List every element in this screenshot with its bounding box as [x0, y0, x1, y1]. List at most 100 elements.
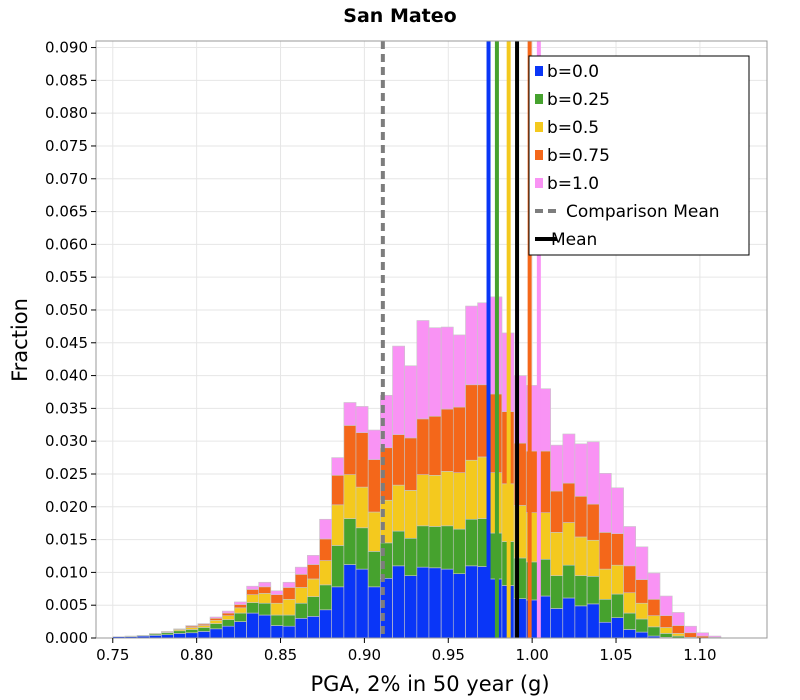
bar-segment [404, 365, 418, 439]
bar-segment [355, 568, 369, 639]
bar-segment [416, 525, 430, 568]
bar-segment [221, 625, 235, 639]
y-tick-label: 0.000 [45, 629, 88, 647]
bar-segment [416, 418, 430, 475]
bar-segment [209, 619, 223, 624]
bar-segment [185, 632, 199, 639]
bar-segment [294, 574, 308, 588]
bar-segment [550, 490, 564, 533]
bar-segment [452, 406, 466, 473]
y-tick-label: 0.075 [45, 137, 88, 155]
bar-segment [258, 586, 272, 594]
bar-segment [282, 587, 296, 600]
bar-segment [598, 568, 612, 600]
bar-segment [270, 594, 284, 604]
bar-segment [209, 616, 223, 619]
y-tick-label: 0.090 [45, 39, 88, 57]
bar-segment [611, 487, 624, 534]
bar-segment [392, 530, 406, 567]
bar-segment [270, 625, 284, 639]
bar-segment [221, 610, 235, 614]
bar-segment [428, 327, 442, 417]
bar-segment [574, 536, 588, 576]
bar-segment [343, 564, 357, 639]
bar-segment [307, 578, 320, 597]
bar-segment [307, 616, 320, 639]
bar-segment [586, 539, 600, 577]
bar-segment [611, 617, 624, 639]
y-tick-label: 0.065 [45, 203, 88, 221]
legend-swatch [535, 178, 543, 188]
bar-segment [671, 612, 685, 626]
y-tick-label: 0.070 [45, 170, 88, 188]
bar-segment [294, 618, 308, 639]
bar-segment [307, 596, 320, 617]
y-tick-label: 0.010 [45, 563, 88, 581]
bar-segment [367, 429, 381, 460]
bar-segment [659, 633, 673, 638]
bar-segment [246, 589, 260, 596]
y-tick-label: 0.035 [45, 399, 88, 417]
bar-segment [416, 474, 430, 527]
y-tick-label: 0.060 [45, 235, 88, 253]
bar-segment [586, 503, 600, 541]
x-tick-label: 1.00 [515, 646, 548, 664]
bar-segment [331, 545, 345, 588]
bar-segment [452, 334, 466, 408]
x-tick-label: 0.90 [348, 646, 381, 664]
x-tick-label: 0.80 [180, 646, 213, 664]
bar-segment [343, 474, 357, 519]
bar-segment [392, 345, 406, 435]
bar-segment [708, 635, 722, 638]
bar-segment [671, 633, 685, 637]
bar-segment [319, 538, 333, 561]
bar-segment [623, 565, 636, 594]
legend-swatch [535, 150, 543, 160]
y-tick-label: 0.045 [45, 334, 88, 352]
bar-segment [246, 612, 260, 639]
legend-swatch [535, 122, 543, 132]
bar-segment [428, 475, 442, 527]
bar-segment [611, 533, 624, 566]
bar-segment [294, 566, 308, 575]
legend-label: b=0.0 [547, 62, 599, 82]
bar-segment [282, 625, 296, 639]
bar-segment [623, 629, 636, 639]
bar-segment [209, 628, 223, 639]
bar-segment [598, 621, 612, 639]
bar-segment [331, 504, 345, 546]
bar-segment [367, 511, 381, 552]
bar-segment [294, 587, 308, 604]
bar-segment [611, 564, 624, 595]
bar-segment [404, 575, 418, 639]
bar-segment [343, 425, 357, 475]
bar-segment [598, 532, 612, 570]
bar-segment [623, 526, 636, 567]
y-tick-label: 0.040 [45, 367, 88, 385]
bar-segment [550, 575, 564, 609]
bar-segment [331, 586, 345, 639]
y-tick-label: 0.015 [45, 531, 88, 549]
y-tick-label: 0.025 [45, 465, 88, 483]
bar-segment [586, 576, 600, 605]
bar-segment [367, 459, 381, 513]
bar-segment [367, 586, 381, 639]
bar-segment [647, 598, 661, 616]
bar-segment [392, 565, 406, 639]
bar-segment [307, 555, 320, 565]
bar-segment [258, 614, 272, 639]
bar-segment [574, 495, 588, 538]
x-tick-label: 0.75 [96, 646, 129, 664]
bar-segment [343, 402, 357, 426]
legend-label: Mean [551, 230, 597, 250]
legend-label: b=0.75 [547, 146, 610, 166]
bar-segment [355, 406, 369, 433]
bar-segment [659, 615, 673, 628]
bar-segment [452, 472, 466, 530]
plot-border [95, 40, 768, 639]
bar-segment [440, 471, 454, 527]
bar-segment [623, 612, 636, 630]
bar-segment [367, 551, 381, 588]
x-tick-label: 1.10 [683, 646, 716, 664]
chart-title: San Mateo [343, 5, 456, 27]
